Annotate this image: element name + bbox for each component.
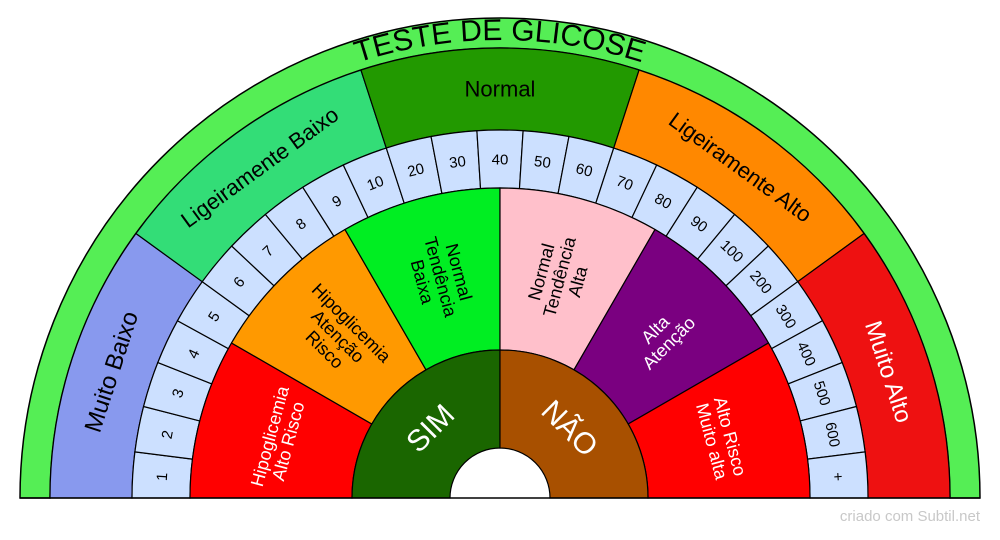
scale-label-plus: + <box>829 472 847 482</box>
scale-label-30: 30 <box>448 153 467 172</box>
scale-label-2: 2 <box>159 429 177 440</box>
scale-label-80: 80 <box>652 190 675 213</box>
scale-label-500: 500 <box>810 379 834 408</box>
credit-text: criado com Subtil.net <box>839 508 980 525</box>
scale-label-600: 600 <box>822 421 843 449</box>
category-label-normal: Normal <box>465 77 536 102</box>
scale-label-20: 20 <box>406 160 426 181</box>
scale-label-10: 10 <box>365 173 387 195</box>
scale-label-90: 90 <box>687 213 710 237</box>
scale-label-50: 50 <box>533 153 552 172</box>
answer-nao <box>499 349 649 499</box>
scale-label-1: 1 <box>154 472 171 481</box>
scale-label-40: 40 <box>492 151 509 168</box>
chart-bands <box>19 17 981 499</box>
scale-label-60: 60 <box>574 160 594 181</box>
scale-label-70: 70 <box>614 173 636 195</box>
answer-sim <box>351 349 501 499</box>
